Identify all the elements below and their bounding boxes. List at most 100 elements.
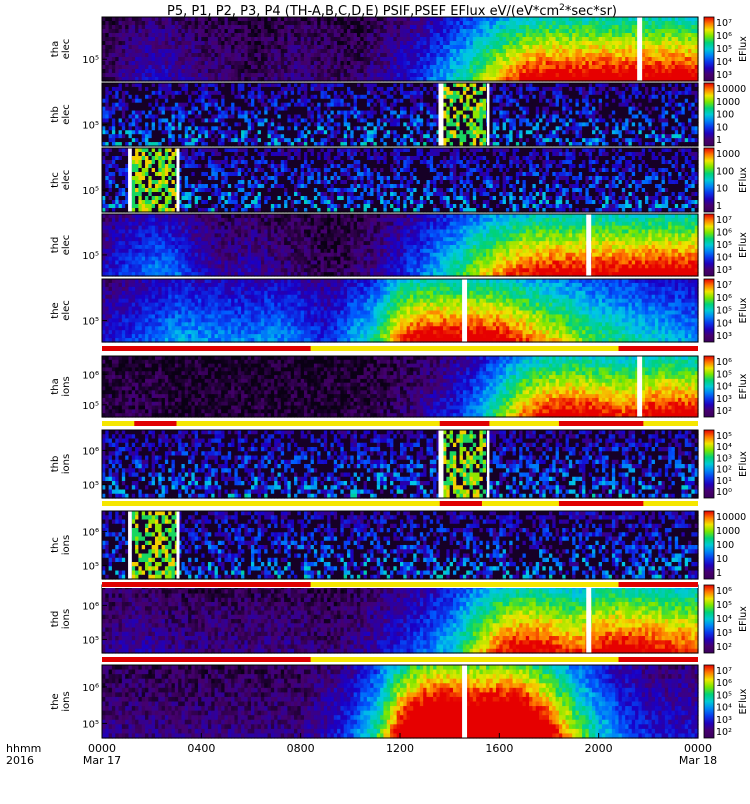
panel-species: elec [61, 39, 72, 60]
colorbar-tick-label: 10³ [716, 394, 732, 405]
status-bar [102, 420, 698, 427]
panel-probe: tha [50, 378, 61, 394]
spectrogram-cells [102, 83, 699, 147]
colorbar-unit-label: EFlux [738, 606, 749, 632]
data-gap [586, 214, 591, 276]
colorbar-tick-label: 10⁵ [716, 369, 732, 380]
colorbar-tick-label: 10⁵ [716, 690, 732, 701]
status-bar [102, 345, 698, 352]
panel-label: thdelec [50, 235, 72, 256]
colorbar-tick-label: 1000 [716, 149, 740, 160]
colorbar [704, 83, 714, 146]
colorbar-tick-label: 1 [716, 135, 722, 146]
y-tick-label: 10⁵ [82, 480, 99, 491]
colorbar-tick-label: 10² [716, 642, 732, 653]
status-bar [102, 581, 698, 588]
y-tick-label: 10⁶ [82, 446, 99, 457]
colorbar-tick-label: 100 [716, 540, 734, 551]
data-gap [438, 83, 443, 146]
colorbar-tick-label: 10000 [716, 84, 746, 95]
status-bar-segment [619, 346, 698, 351]
status-bar-segment [440, 501, 482, 506]
y-tick-label: 10⁶ [82, 527, 99, 538]
colorbar-tick-label: 10⁷ [716, 280, 732, 291]
panel-thc-elec: thcelec 10⁵ 1000 100 10 1 EFlux [50, 148, 749, 213]
y-tick-label: 10⁶ [82, 601, 99, 612]
spectrogram-cells [102, 17, 699, 82]
colorbar [704, 430, 714, 498]
colorbar-tick-label: 100 [716, 166, 734, 177]
colorbar-tick-label: 10⁶ [716, 357, 732, 368]
panel-species: elec [61, 104, 72, 125]
y-tick-label: 10⁵ [82, 55, 99, 66]
panels-layer: thaelec10⁵10⁷10⁶10⁵10⁴10³EFluxthbelec10⁵… [50, 17, 749, 739]
panel-probe: thc [50, 537, 61, 553]
colorbar-tick-label: 10² [716, 727, 732, 738]
panel-species: elec [61, 235, 72, 256]
colorbar-unit-label: EFlux [738, 688, 749, 714]
status-bar-segment [102, 657, 311, 662]
colorbar-tick-label: 10⁶ [716, 293, 732, 304]
y-tick-label: 10⁵ [82, 251, 99, 262]
colorbar-tick-label: 10⁴ [716, 614, 732, 625]
panel-species: ions [61, 691, 72, 711]
panel-species: elec [61, 300, 72, 321]
colorbar-tick-label: 10 [716, 554, 728, 565]
data-gap [637, 356, 642, 417]
colorbar-tick-label: 1 [716, 201, 722, 212]
data-gap [177, 511, 180, 579]
colorbar-tick-label: 10³ [716, 628, 732, 639]
colorbar-unit-label: EFlux [738, 232, 749, 258]
colorbar-unit-label: EFlux [738, 167, 749, 193]
x-tick-label: 2000 [585, 742, 613, 755]
data-gap [128, 148, 132, 212]
spectrogram-cells [102, 665, 699, 739]
colorbar-tick-label: 10⁴ [716, 442, 732, 453]
panel-label: thaelec [50, 39, 72, 60]
data-gap [637, 17, 642, 81]
data-gap [487, 430, 489, 498]
colorbar-tick-label: 10⁴ [716, 318, 732, 329]
colorbar-tick-label: 10⁴ [716, 57, 732, 68]
colorbar-unit-label: EFlux [738, 36, 749, 62]
colorbar [704, 356, 714, 417]
year-label: 2016 [6, 754, 34, 767]
status-bar-segment [102, 346, 311, 351]
colorbar-tick-label: 1000 [716, 97, 740, 108]
y-tick-label: 10⁵ [82, 186, 99, 197]
panel-label: thaions [50, 376, 72, 396]
date-label: Mar 17 [83, 754, 121, 767]
colorbar-tick-label: 10⁵ [716, 306, 732, 317]
panel-probe: thc [50, 172, 61, 188]
colorbar-unit-label: EFlux [738, 373, 749, 399]
colorbar-tick-label: 10 [716, 184, 728, 195]
colorbar-tick-label: 1 [716, 568, 722, 579]
panel-label: thbions [50, 454, 72, 474]
colorbar [704, 148, 714, 212]
panel-probe: the [50, 302, 61, 318]
panel-label: thcelec [50, 170, 72, 191]
colorbar-tick-label: 10³ [716, 70, 732, 81]
spectrogram-cells [102, 430, 699, 499]
panel-species: ions [61, 454, 72, 474]
colorbar-tick-label: 10² [716, 406, 732, 417]
y-tick-label: 10⁵ [82, 561, 99, 572]
panel-species: ions [61, 376, 72, 396]
panel-label: thdions [50, 609, 72, 629]
spectrogram-cells [102, 279, 699, 343]
panel-species: elec [61, 170, 72, 191]
status-bar [102, 656, 698, 663]
x-tick-label: 0400 [187, 742, 215, 755]
panel-probe: thd [50, 237, 61, 254]
y-tick-label: 10⁵ [82, 719, 99, 730]
data-gap [462, 279, 467, 342]
spectrogram-cells [102, 585, 699, 654]
